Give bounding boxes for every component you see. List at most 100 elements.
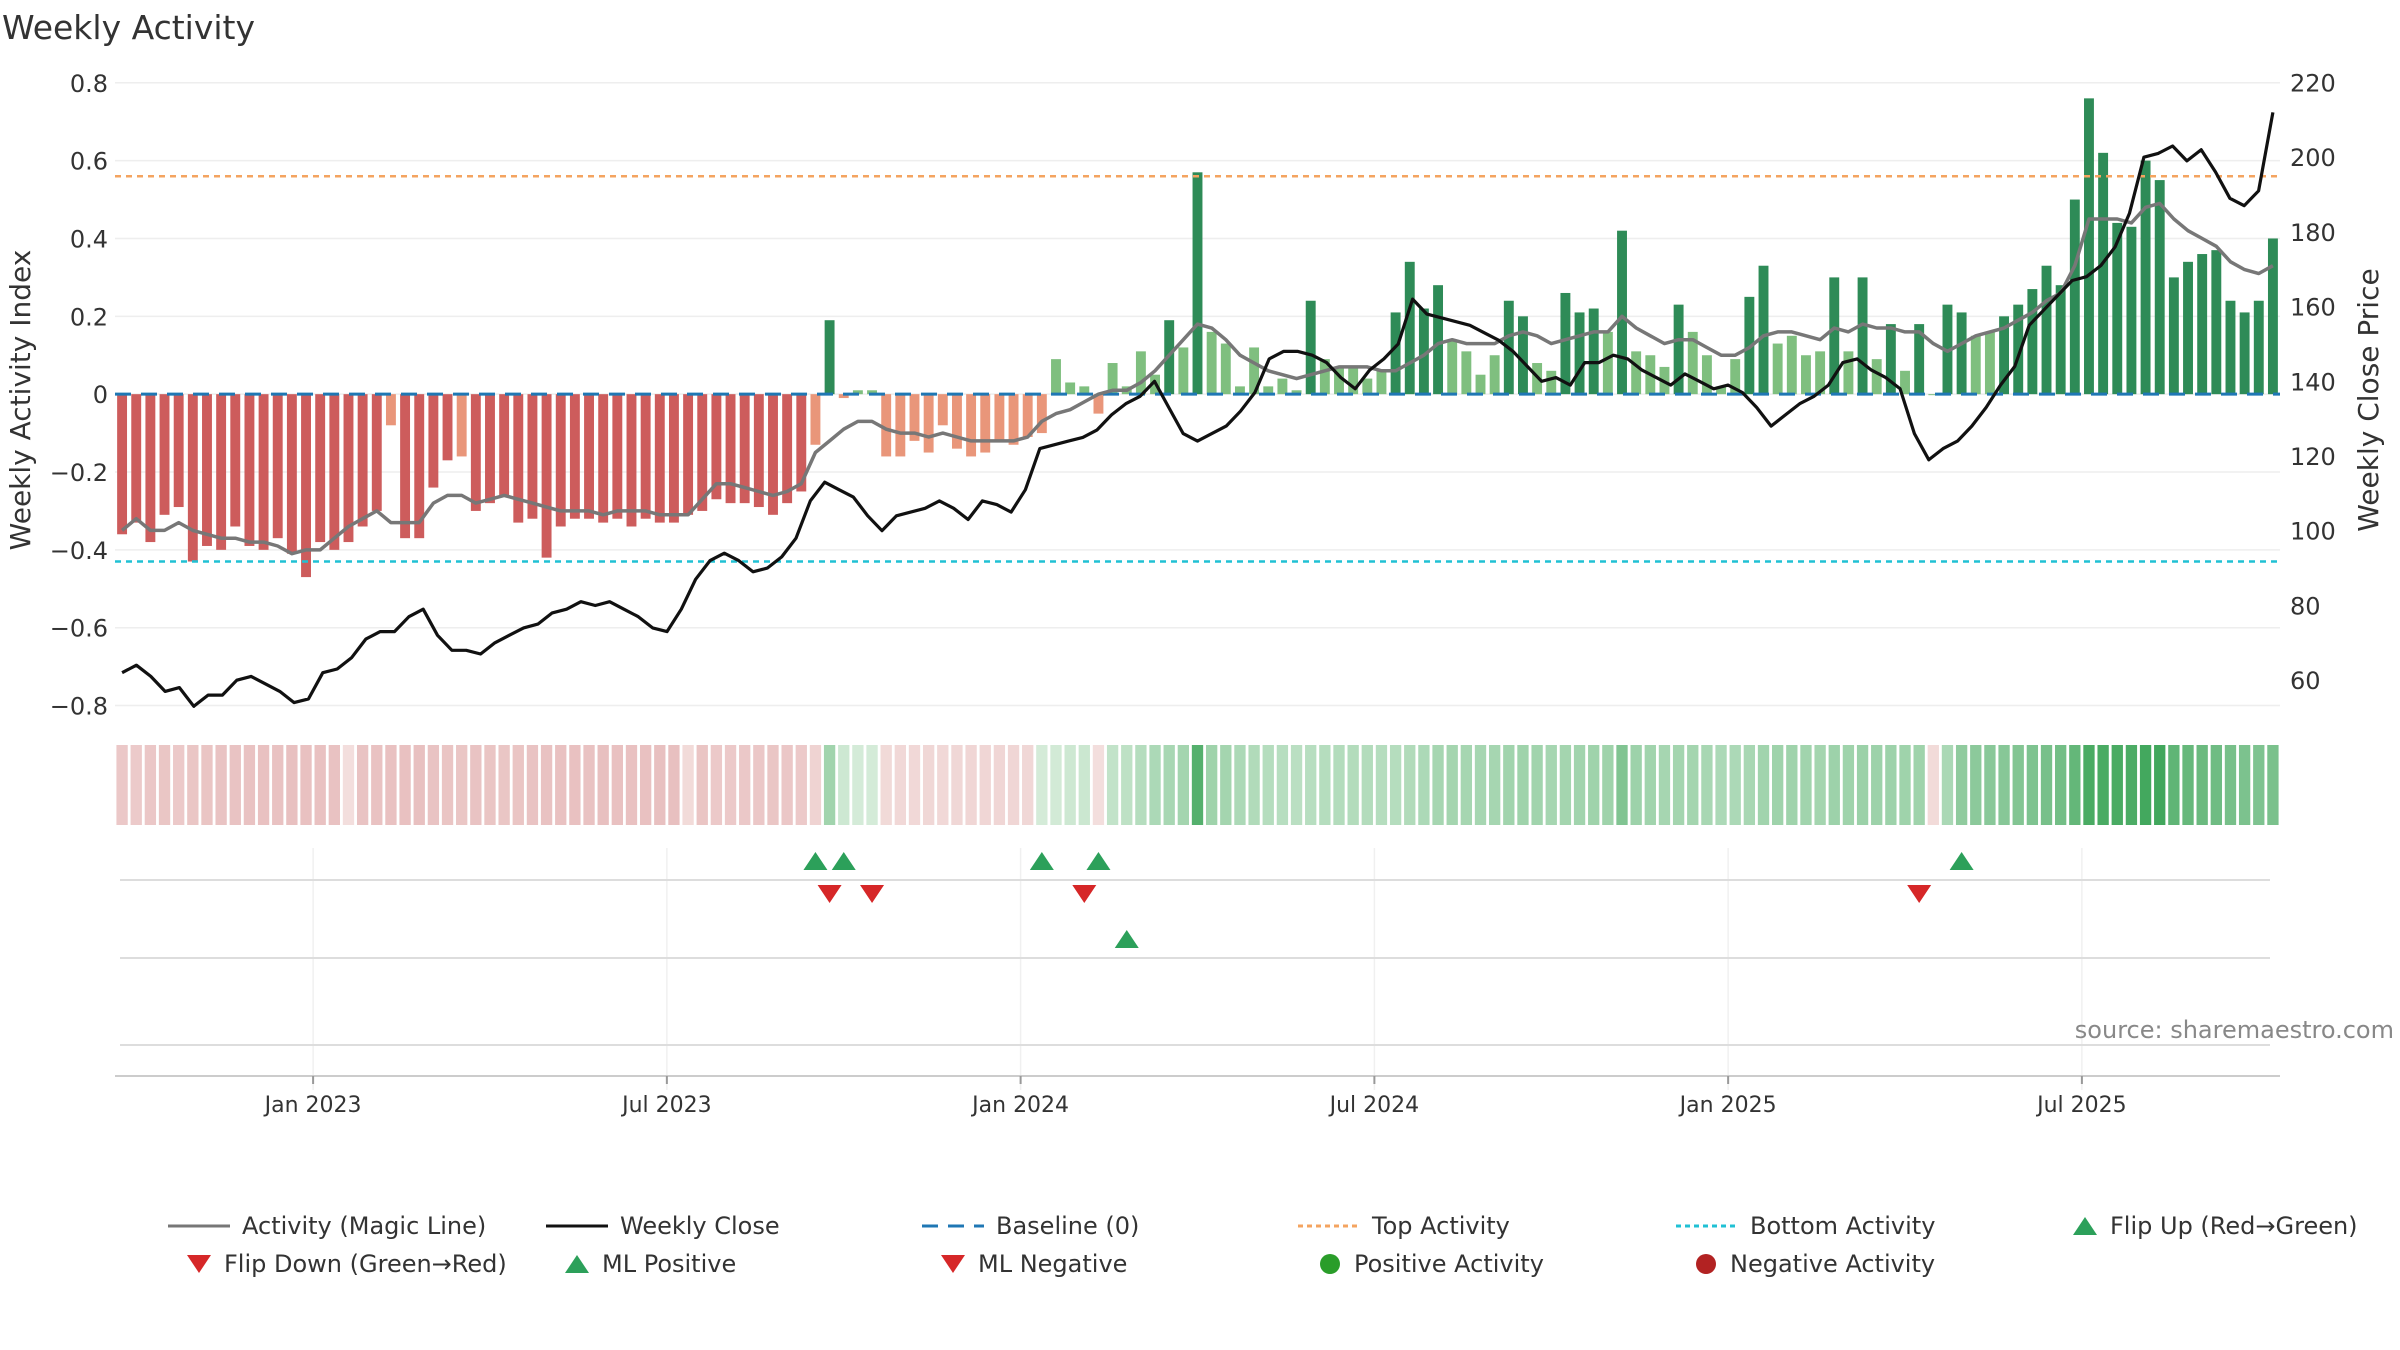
activity-bar [202, 394, 212, 546]
activity-bar [485, 394, 495, 504]
band-cell [767, 745, 779, 825]
band-cell [1078, 745, 1090, 825]
flip-up-marker [803, 852, 828, 870]
activity-bar [187, 394, 198, 562]
magic-line [120, 201, 2274, 556]
legend-baseline: Baseline (0) [922, 1212, 1139, 1240]
band-cell [371, 745, 383, 825]
activity-bar [131, 394, 142, 523]
band-cell [356, 745, 369, 825]
activity-bar [654, 394, 665, 523]
activity-bar [414, 394, 425, 539]
y-axis-title-right: Weekly Close Price [2352, 268, 2385, 531]
legend-swatch-bottom-activity [1676, 1224, 1738, 1228]
band-cell [456, 745, 468, 825]
band-cell [838, 745, 850, 825]
activity-bar [2055, 285, 2066, 395]
band-cell [498, 745, 510, 825]
band-cell [1757, 745, 1770, 825]
band-cell [158, 745, 171, 825]
legend-label: Positive Activity [1354, 1250, 1544, 1278]
activity-bar [2027, 289, 2038, 395]
band-cell [1333, 745, 1345, 825]
source-credit: source: sharemaestro.com [2074, 1016, 2394, 1044]
activity-bar [1843, 351, 1854, 395]
activity-bar [994, 394, 1005, 441]
activity-bar [1319, 359, 1330, 395]
activity-bar [1206, 331, 1217, 395]
activity-bar [357, 394, 368, 527]
activity-bar [1588, 308, 1599, 395]
activity-bar [1786, 335, 1797, 395]
band-cell [484, 745, 496, 825]
weekly-close-line [121, 112, 2275, 708]
ml-negative-icon [941, 1255, 965, 1273]
activity-bar [286, 394, 297, 554]
band-cell [2111, 745, 2123, 825]
flip-up-marker [1949, 852, 1974, 870]
band-cell [993, 745, 1006, 825]
band-cell [1488, 745, 1501, 825]
activity-bar [2267, 238, 2278, 395]
activity-bar [2140, 160, 2151, 395]
band-cell [710, 745, 723, 825]
activity-bar [371, 394, 382, 511]
activity-bar [1022, 394, 1033, 437]
activity-bar [1334, 366, 1344, 395]
activity-bar [244, 394, 255, 546]
band-cell [583, 745, 595, 825]
band-cell [1672, 745, 1685, 825]
activity-bar [1291, 390, 1302, 395]
band-cell [1616, 745, 1628, 825]
band-cell [1418, 745, 1430, 825]
legend-flip-down: Flip Down (Green→Red) [186, 1250, 507, 1278]
y-tick-label-left: 0.6 [70, 148, 108, 176]
legend-negative-activity: Negative Activity [1694, 1250, 1935, 1278]
band-cell [2182, 745, 2194, 825]
activity-bar [1418, 308, 1429, 395]
activity-bar [867, 390, 877, 395]
y-tick-label-left: −0.4 [50, 537, 108, 565]
band-cell [526, 745, 539, 825]
band-cell [1446, 745, 1458, 825]
band-cell [1644, 745, 1656, 825]
band-cell [1588, 745, 1600, 825]
band-cell [2224, 745, 2237, 825]
activity-bar [1560, 292, 1571, 395]
band-cell [2097, 745, 2109, 825]
activity-bar [1687, 331, 1698, 395]
activity-bar [1984, 331, 1995, 395]
activity-bar [400, 394, 411, 539]
activity-bar [569, 394, 580, 519]
activity-bar [343, 394, 354, 543]
activity-bar [1617, 230, 1627, 395]
activity-bar [1970, 335, 1981, 395]
band-cell [866, 745, 878, 825]
activity-bar [1277, 378, 1288, 395]
legend-positive-activity: Positive Activity [1318, 1250, 1544, 1278]
band-cell [597, 745, 609, 825]
y-tick-label-right: 180 [2290, 219, 2336, 247]
band-cell [2267, 745, 2279, 825]
activity-bar [1673, 304, 1684, 395]
activity-bar [1447, 339, 1458, 395]
activity-bar [1574, 312, 1585, 395]
activity-bar [1999, 316, 2010, 395]
activity-bar [1928, 394, 1939, 396]
band-cell [1135, 745, 1147, 825]
activity-bar [117, 394, 128, 535]
activity-bar [1885, 324, 1896, 395]
activity-bar [555, 394, 566, 527]
band-cell [922, 745, 935, 825]
activity-bar [442, 394, 453, 461]
legend-swatch-baseline [922, 1224, 984, 1228]
activity-bar [1758, 265, 1769, 395]
activity-bar [1362, 378, 1373, 395]
band-cell [1871, 745, 1883, 825]
band-cell [639, 745, 652, 825]
band-cell [724, 745, 737, 825]
band-cell [965, 745, 977, 825]
activity-bar [1433, 285, 1444, 395]
activity-bar [173, 394, 184, 508]
